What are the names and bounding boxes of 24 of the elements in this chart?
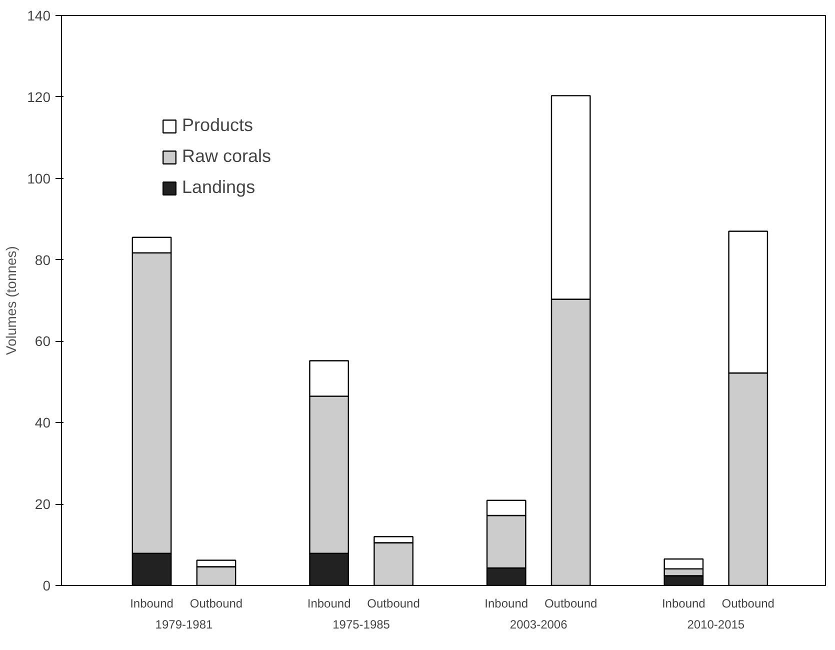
- y-tick-label: 20: [34, 496, 51, 512]
- y-tick-label: 140: [27, 8, 51, 24]
- x-tick-label: Inbound: [130, 596, 174, 610]
- y-tick-label: 40: [34, 414, 51, 431]
- x-tick-label: Inbound: [484, 596, 528, 610]
- x-tick-label: Inbound: [307, 596, 351, 610]
- text: 2010-2015: [687, 618, 745, 632]
- legend-label: Raw corals: [182, 146, 272, 167]
- y-tick-label: 60: [34, 333, 51, 350]
- y-axis-title: Volumes (tonnes): [3, 246, 20, 355]
- legend-label: Products: [182, 115, 254, 136]
- x-tick-label: Inbound: [662, 596, 706, 610]
- y-tick-label: 0: [42, 578, 51, 594]
- text: 2003-2006: [510, 618, 568, 632]
- y-tick-label: 120: [27, 88, 51, 105]
- x-tick-label: Outbound: [722, 596, 774, 610]
- text: 1975-1985: [332, 618, 390, 632]
- text: 1979-1981: [155, 618, 214, 632]
- y-tick-label: 80: [34, 252, 51, 268]
- y-tick-label: 100: [27, 170, 51, 186]
- x-tick-label: Outbound: [367, 596, 420, 610]
- x-tick-label: Outbound: [544, 596, 598, 610]
- legend-label: Landings: [182, 177, 256, 198]
- x-tick-label: Outbound: [190, 596, 243, 610]
